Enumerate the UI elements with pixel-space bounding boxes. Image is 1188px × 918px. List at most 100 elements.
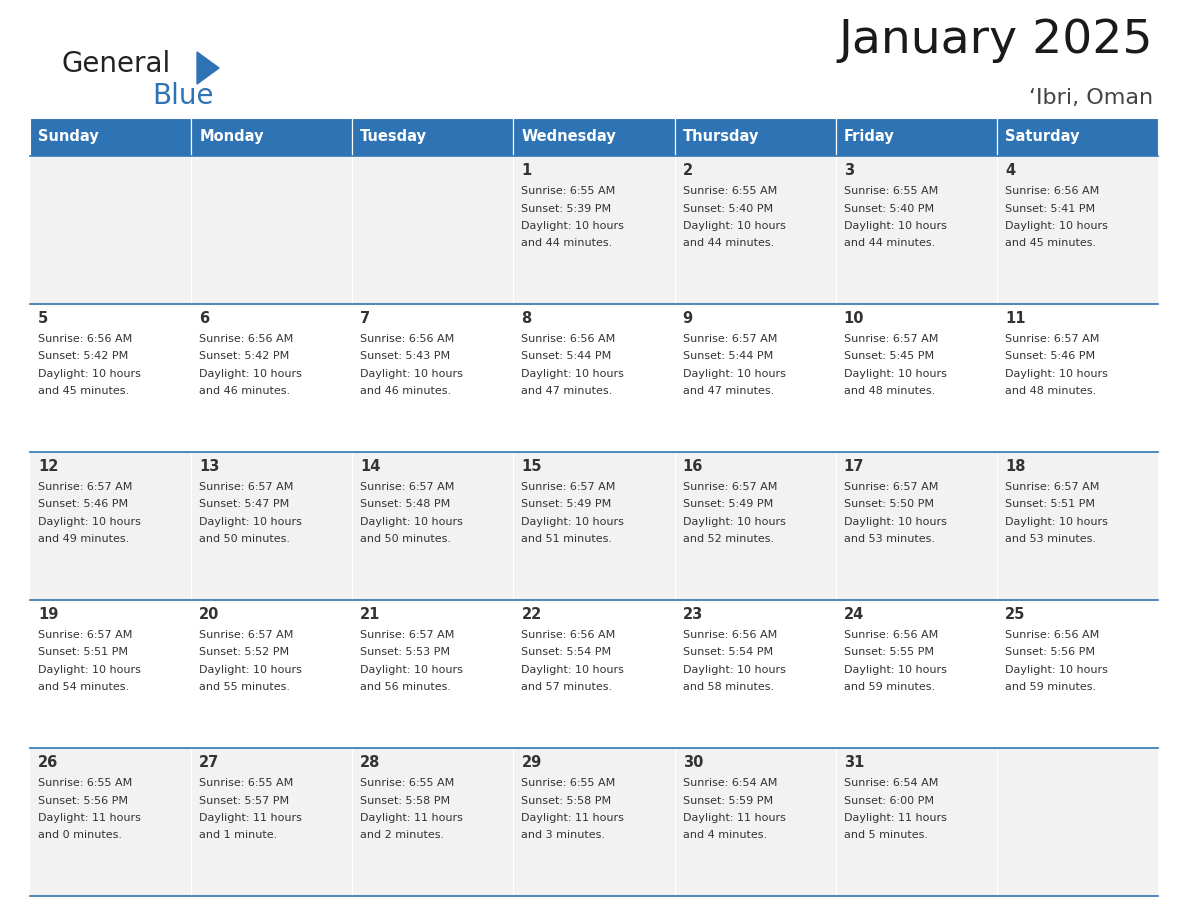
Text: and 2 minutes.: and 2 minutes. [360,831,444,841]
Text: 14: 14 [360,459,380,474]
Text: 3: 3 [843,163,854,178]
Text: and 3 minutes.: and 3 minutes. [522,831,606,841]
Text: Saturday: Saturday [1005,129,1080,144]
Text: and 54 minutes.: and 54 minutes. [38,682,129,692]
Text: 12: 12 [38,459,58,474]
Text: Sunrise: 6:56 AM: Sunrise: 6:56 AM [38,334,132,344]
Text: 18: 18 [1005,459,1025,474]
Text: and 47 minutes.: and 47 minutes. [522,386,613,397]
Bar [30,304,1158,452]
Text: 1: 1 [522,163,532,178]
Text: 27: 27 [200,755,220,770]
Text: Sunset: 5:44 PM: Sunset: 5:44 PM [683,352,773,362]
Text: Tuesday: Tuesday [360,129,428,144]
Text: Sunset: 5:49 PM: Sunset: 5:49 PM [522,499,612,509]
Text: Sunset: 5:55 PM: Sunset: 5:55 PM [843,647,934,657]
Text: Daylight: 11 hours: Daylight: 11 hours [683,813,785,823]
Text: Sunset: 5:58 PM: Sunset: 5:58 PM [360,796,450,805]
Text: Sunrise: 6:57 AM: Sunrise: 6:57 AM [522,482,615,492]
Text: 19: 19 [38,607,58,622]
Text: Sunrise: 6:55 AM: Sunrise: 6:55 AM [522,186,615,196]
Text: Sunset: 5:56 PM: Sunset: 5:56 PM [38,796,128,805]
Text: Sunrise: 6:57 AM: Sunrise: 6:57 AM [38,630,132,640]
Text: Daylight: 10 hours: Daylight: 10 hours [38,665,141,675]
Bar [353,118,513,156]
Text: and 59 minutes.: and 59 minutes. [843,682,935,692]
Text: 16: 16 [683,459,703,474]
Text: Sunrise: 6:57 AM: Sunrise: 6:57 AM [200,482,293,492]
Text: Daylight: 10 hours: Daylight: 10 hours [843,665,947,675]
Text: Sunset: 5:40 PM: Sunset: 5:40 PM [843,204,934,214]
Text: Daylight: 10 hours: Daylight: 10 hours [683,517,785,527]
Text: Daylight: 10 hours: Daylight: 10 hours [360,369,463,379]
Text: Friday: Friday [843,129,895,144]
Text: and 44 minutes.: and 44 minutes. [522,239,613,249]
Text: Sunset: 5:39 PM: Sunset: 5:39 PM [522,204,612,214]
Bar [30,600,1158,748]
Bar [675,118,835,156]
Text: Sunrise: 6:56 AM: Sunrise: 6:56 AM [200,334,293,344]
Text: and 4 minutes.: and 4 minutes. [683,831,766,841]
Text: and 48 minutes.: and 48 minutes. [843,386,935,397]
Text: Sunset: 5:56 PM: Sunset: 5:56 PM [1005,647,1095,657]
Text: 21: 21 [360,607,380,622]
Text: Sunday: Sunday [38,129,99,144]
Text: Daylight: 10 hours: Daylight: 10 hours [683,221,785,231]
Text: Daylight: 10 hours: Daylight: 10 hours [360,517,463,527]
Text: Daylight: 11 hours: Daylight: 11 hours [38,813,141,823]
Bar [513,118,675,156]
Text: and 46 minutes.: and 46 minutes. [200,386,290,397]
Text: Sunrise: 6:56 AM: Sunrise: 6:56 AM [360,334,455,344]
Text: 9: 9 [683,311,693,326]
Text: Sunrise: 6:56 AM: Sunrise: 6:56 AM [843,630,939,640]
Text: Sunset: 5:51 PM: Sunset: 5:51 PM [1005,499,1095,509]
Text: Sunrise: 6:57 AM: Sunrise: 6:57 AM [1005,482,1099,492]
Text: Daylight: 10 hours: Daylight: 10 hours [843,517,947,527]
Text: Daylight: 10 hours: Daylight: 10 hours [38,517,141,527]
Text: and 44 minutes.: and 44 minutes. [683,239,773,249]
Text: Monday: Monday [200,129,264,144]
Text: Sunrise: 6:55 AM: Sunrise: 6:55 AM [522,778,615,788]
Text: 28: 28 [360,755,380,770]
Text: and 50 minutes.: and 50 minutes. [360,534,451,544]
Text: 13: 13 [200,459,220,474]
Text: Sunset: 5:59 PM: Sunset: 5:59 PM [683,796,772,805]
Text: and 52 minutes.: and 52 minutes. [683,534,773,544]
Text: 15: 15 [522,459,542,474]
Text: and 0 minutes.: and 0 minutes. [38,831,122,841]
Text: Sunrise: 6:55 AM: Sunrise: 6:55 AM [200,778,293,788]
Text: and 1 minute.: and 1 minute. [200,831,278,841]
Text: and 47 minutes.: and 47 minutes. [683,386,773,397]
Text: Sunrise: 6:57 AM: Sunrise: 6:57 AM [38,482,132,492]
Text: Sunrise: 6:55 AM: Sunrise: 6:55 AM [683,186,777,196]
Text: Daylight: 10 hours: Daylight: 10 hours [1005,221,1107,231]
Text: Sunrise: 6:56 AM: Sunrise: 6:56 AM [683,630,777,640]
Text: and 51 minutes.: and 51 minutes. [522,534,613,544]
Text: Daylight: 11 hours: Daylight: 11 hours [200,813,302,823]
Text: and 53 minutes.: and 53 minutes. [843,534,935,544]
Text: Sunset: 5:42 PM: Sunset: 5:42 PM [38,352,128,362]
Text: Daylight: 10 hours: Daylight: 10 hours [843,369,947,379]
Text: Daylight: 11 hours: Daylight: 11 hours [360,813,463,823]
Text: Daylight: 10 hours: Daylight: 10 hours [522,665,625,675]
Text: and 50 minutes.: and 50 minutes. [200,534,290,544]
Text: Sunset: 5:47 PM: Sunset: 5:47 PM [200,499,290,509]
Polygon shape [197,52,219,84]
Bar [191,118,353,156]
Text: Sunset: 6:00 PM: Sunset: 6:00 PM [843,796,934,805]
Text: Sunset: 5:45 PM: Sunset: 5:45 PM [843,352,934,362]
Text: Daylight: 10 hours: Daylight: 10 hours [522,517,625,527]
Text: Sunset: 5:41 PM: Sunset: 5:41 PM [1005,204,1095,214]
Text: 25: 25 [1005,607,1025,622]
Text: Daylight: 10 hours: Daylight: 10 hours [200,517,302,527]
Text: and 45 minutes.: and 45 minutes. [1005,239,1097,249]
Text: Sunset: 5:57 PM: Sunset: 5:57 PM [200,796,290,805]
Text: 29: 29 [522,755,542,770]
Text: 5: 5 [38,311,49,326]
Text: Sunrise: 6:57 AM: Sunrise: 6:57 AM [843,482,939,492]
Text: and 53 minutes.: and 53 minutes. [1005,534,1095,544]
Text: 7: 7 [360,311,371,326]
Bar [30,118,191,156]
Text: and 57 minutes.: and 57 minutes. [522,682,613,692]
Text: Sunrise: 6:56 AM: Sunrise: 6:56 AM [1005,630,1099,640]
